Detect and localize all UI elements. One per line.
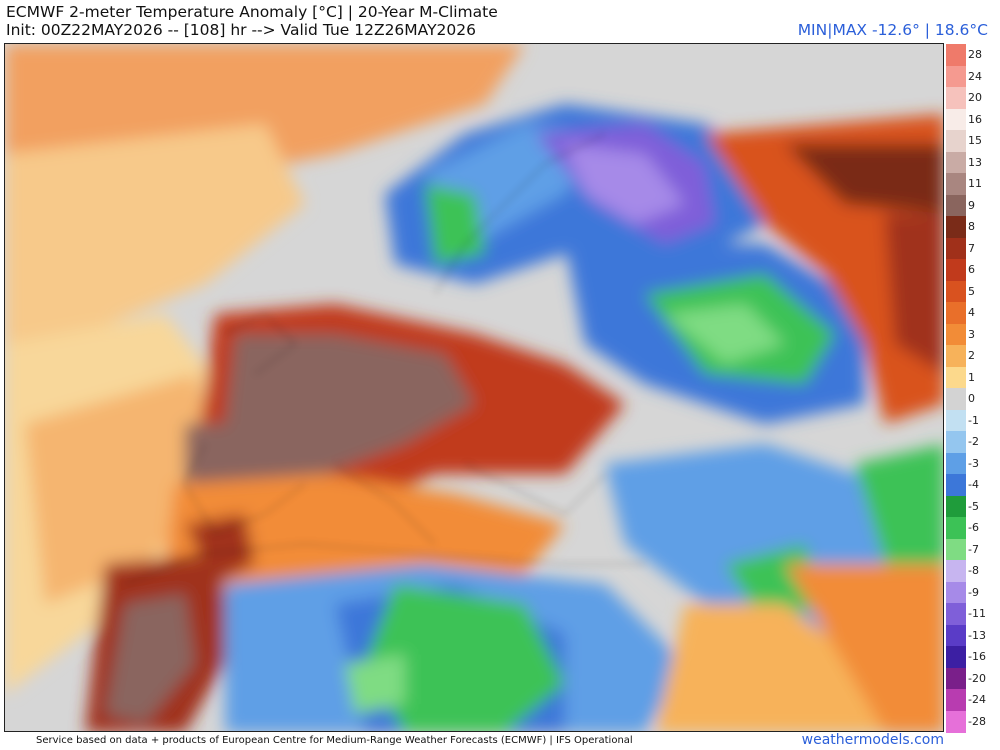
legend-tick-label: -24 (968, 693, 986, 707)
legend-swatch (946, 431, 966, 454)
chart-subtitle: Init: 00Z22MAY2026 -- [108] hr --> Valid… (6, 21, 476, 39)
legend-tick-label: 0 (968, 392, 975, 406)
anomaly-map[interactable] (4, 43, 944, 732)
map-canvas (5, 44, 943, 731)
legend-swatch (946, 581, 966, 604)
legend-swatch (946, 173, 966, 196)
footer-credit: Service based on data + products of Euro… (36, 735, 633, 746)
legend-tick-label: -6 (968, 521, 979, 535)
legend-ticks: 28 24 20 16 15 13 11 9 8 7 6 5 4 3 2 1 0 -1 -2 -3 -4 -5 -6 -7 -8… (968, 44, 1000, 732)
legend-swatch (946, 44, 966, 67)
legend-swatch (946, 280, 966, 303)
legend-tick-label: 9 (968, 198, 975, 212)
legend-swatch (946, 366, 966, 389)
legend-tick-label: 15 (968, 134, 982, 148)
legend-tick-label: 20 (968, 91, 982, 105)
legend-tick-label: 11 (968, 177, 982, 191)
legend-swatch (946, 710, 966, 733)
legend-swatch (946, 624, 966, 647)
legend-swatch (946, 259, 966, 282)
legend-tick-label: -3 (968, 456, 979, 470)
legend-swatch (946, 495, 966, 518)
legend-tick-label: -8 (968, 564, 979, 578)
legend-swatch (946, 194, 966, 217)
min-max-readout: MIN|MAX -12.6° | 18.6°C (797, 21, 988, 39)
legend-tick-label: 24 (968, 69, 982, 83)
legend-swatch (946, 560, 966, 583)
legend-swatch (946, 667, 966, 690)
legend-swatch (946, 452, 966, 475)
legend-swatch (946, 345, 966, 368)
legend-tick-label: 2 (968, 349, 975, 363)
legend-tick-label: -9 (968, 585, 979, 599)
legend-swatch (946, 409, 966, 432)
chart-title: ECMWF 2-meter Temperature Anomaly [°C] |… (6, 3, 498, 21)
legend-tick-label: 13 (968, 155, 982, 169)
legend-swatch (946, 108, 966, 131)
legend-swatch (946, 237, 966, 260)
legend-tick-label: 3 (968, 327, 975, 341)
legend-tick-label: -16 (968, 650, 986, 664)
legend-swatch (946, 65, 966, 88)
legend-tick-label: 7 (968, 241, 975, 255)
legend-swatch (946, 87, 966, 110)
legend-tick-label: -20 (968, 671, 986, 685)
legend-tick-label: 1 (968, 370, 975, 384)
legend-tick-label: 28 (968, 48, 982, 62)
legend-tick-label: -1 (968, 413, 979, 427)
legend-swatch (946, 689, 966, 712)
legend-swatch (946, 151, 966, 174)
legend-tick-label: -11 (968, 607, 986, 621)
legend-tick-label: -5 (968, 499, 979, 513)
legend-swatch (946, 517, 966, 540)
legend-tick-label: 4 (968, 306, 975, 320)
legend-tick-label: 5 (968, 284, 975, 298)
legend-tick-label: -13 (968, 628, 986, 642)
legend-swatch (946, 302, 966, 325)
legend-tick-label: -7 (968, 542, 979, 556)
legend-swatch (946, 538, 966, 561)
legend-tick-label: 6 (968, 263, 975, 277)
legend-swatch (946, 646, 966, 669)
brand-link[interactable]: weathermodels.com (801, 732, 944, 748)
legend-tick-label: -28 (968, 714, 986, 728)
legend-tick-label: 16 (968, 112, 982, 126)
legend-tick-label: -2 (968, 435, 979, 449)
legend-tick-label: 8 (968, 220, 975, 234)
legend-swatch (946, 130, 966, 153)
legend-tick-label: -4 (968, 478, 979, 492)
legend-swatch (946, 603, 966, 626)
color-legend (946, 44, 966, 733)
legend-swatch (946, 388, 966, 411)
legend-swatch (946, 216, 966, 239)
legend-swatch (946, 474, 966, 497)
legend-swatch (946, 323, 966, 346)
